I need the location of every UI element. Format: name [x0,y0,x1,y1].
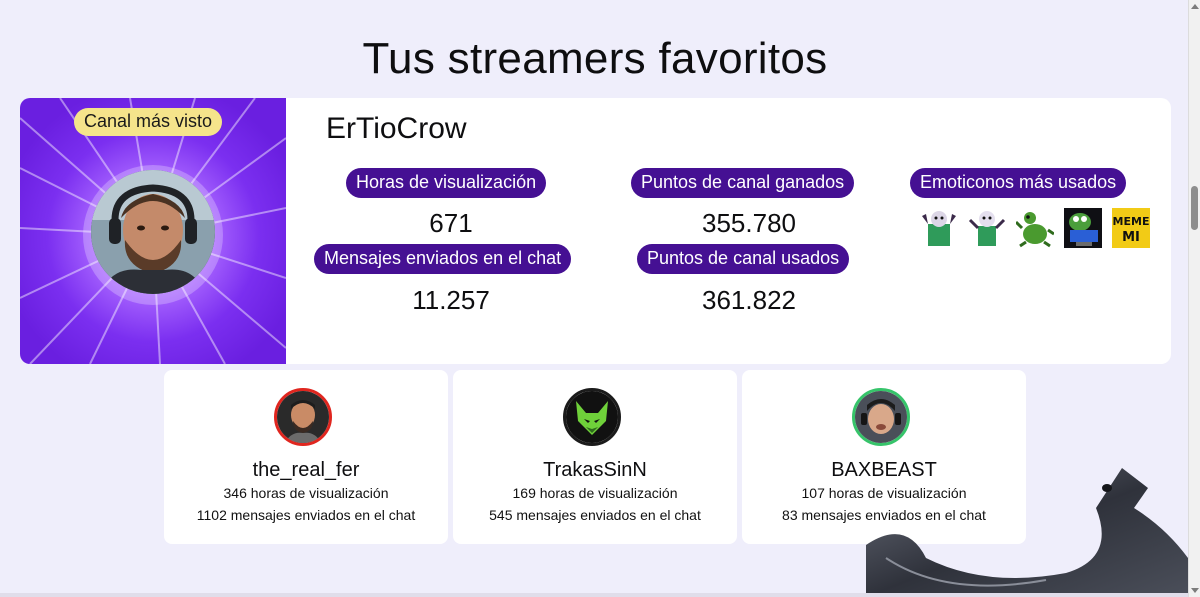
decorative-shape-image [866,468,1188,597]
streamer-watch-hours: 346 horas de visualización [223,485,389,501]
page-bottom-border [0,593,1188,597]
streamer-name: BAXBEAST [831,459,937,481]
streamer-face-image [91,170,215,294]
svg-text:MEME: MEME [1113,215,1150,228]
most-watched-badge: Canal más visto [74,108,223,136]
messages-sent-value: 11.257 [412,285,490,315]
scroll-down-icon[interactable] [1191,588,1199,593]
streamer-name: the_real_fer [252,459,360,481]
page-title: Tus streamers favoritos [362,34,828,83]
points-earned-value: 355.780 [702,208,796,238]
scrollbar-thumb[interactable] [1191,186,1198,230]
points-used-label: Puntos de canal usados [637,244,850,274]
points-earned-label: Puntos de canal ganados [631,168,855,198]
streamer-card-2: TrakasSinN 169 horas de visualización 54… [453,370,737,544]
top-emotes-label: Emoticonos más usados [910,168,1127,198]
streamer-card-1: the_real_fer 346 horas de visualización … [164,370,448,544]
streamer-avatar [274,388,332,446]
frog-kneel-emote [1016,212,1054,248]
streamer-avatar [563,388,621,446]
pepe-computer-emote [1064,208,1102,248]
watch-hours-value: 671 [429,208,473,238]
streamer-name: TrakasSinN [543,459,647,481]
streamer-face-image [855,391,907,443]
streamer-watch-hours: 107 horas de visualización [801,485,967,501]
scroll-up-icon[interactable] [1191,4,1199,9]
meme-text-emote: MEME MI [1112,208,1150,248]
streamer-watch-hours: 169 horas de visualización [512,485,678,501]
featured-avatar [91,170,215,294]
messages-sent-label: Mensajes enviados en el chat [314,244,572,274]
top-emotes-list: MEME MI [920,208,1150,250]
streamer-messages: 83 mensajes enviados en el chat [782,507,986,523]
points-used-value: 361.822 [702,285,796,315]
streamer-messages: 545 mensajes enviados en el chat [489,507,701,523]
featured-streamer-name: ErTioCrow [326,112,467,145]
streamer-card-3: BAXBEAST 107 horas de visualización 83 m… [742,370,1026,544]
featured-hero-banner: Canal más visto [20,98,286,364]
streamer-avatar [852,388,910,446]
crow-clap-emote [968,211,1006,246]
streamer-messages: 1102 mensajes enviados en el chat [196,507,416,523]
watch-hours-label: Horas de visualización [346,168,547,198]
featured-streamer-card: Canal más visto ErTioCrow Horas [20,98,1171,364]
fox-logo-image [566,391,618,443]
crow-dance-emote [922,211,956,246]
svg-text:MI: MI [1122,230,1140,245]
streamer-face-image [277,391,329,443]
page-scrollbar[interactable] [1188,0,1200,597]
